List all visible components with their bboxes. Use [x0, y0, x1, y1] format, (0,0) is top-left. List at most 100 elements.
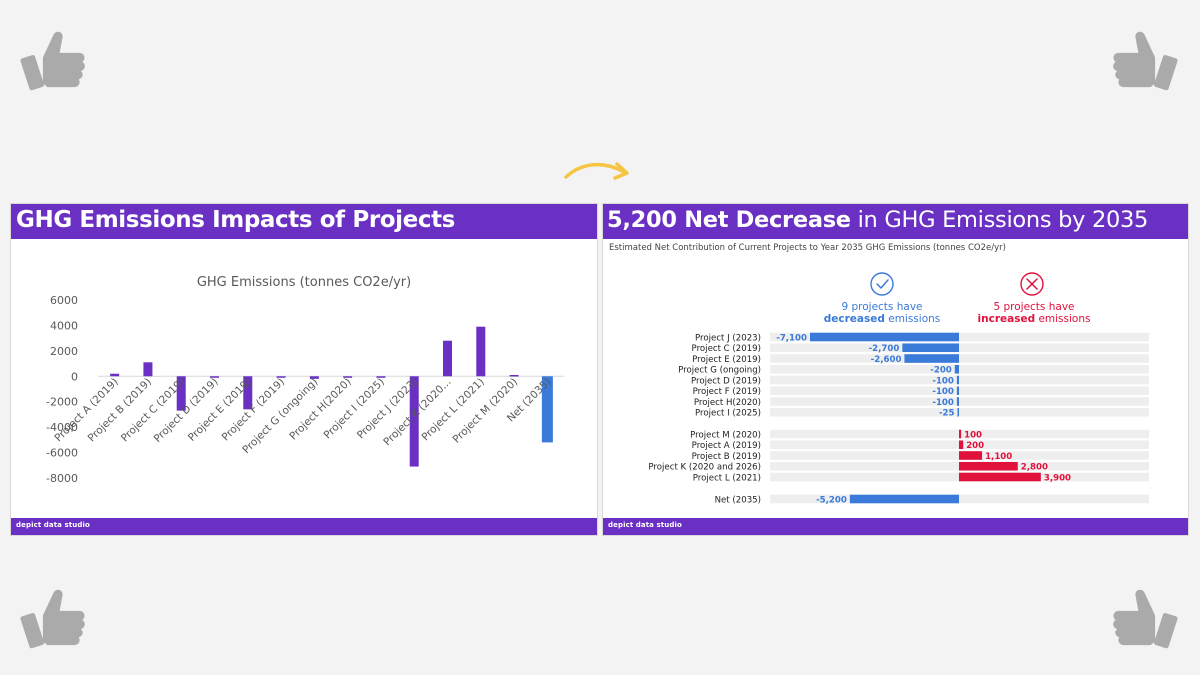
decreased-rest: emissions: [885, 313, 940, 325]
value-label: -100: [932, 398, 954, 408]
thumbs-up-icon: [1108, 582, 1184, 658]
chart-title: GHG Emissions (tonnes CO2e/yr): [197, 275, 411, 290]
chart-bar: [959, 440, 964, 450]
decreased-summary-line2: decreased emissions: [824, 313, 941, 325]
category-label: Project K (2020 and 2026): [648, 463, 761, 473]
right-slide: 5,200 Net Decrease in GHG Emissions by 2…: [602, 203, 1189, 536]
increased-summary-line2: increased emissions: [978, 313, 1091, 325]
value-label: 3,900: [1044, 473, 1071, 483]
chart-bar: [902, 343, 959, 353]
thumbs-up-icon: [1108, 24, 1184, 100]
x-circle-icon: [1020, 272, 1044, 296]
value-label: -100: [932, 376, 954, 386]
chart-bar: [849, 494, 959, 504]
category-label: Project A (2019): [692, 441, 761, 451]
y-tick-label: -4000: [46, 421, 78, 434]
bar-track: [770, 364, 1149, 374]
chart-bar: [443, 340, 452, 377]
bar-track: [770, 397, 1149, 406]
x-tick-label: Project I (2025): [322, 376, 387, 441]
category-label: Project M (2020): [690, 430, 761, 440]
y-tick-label: -6000: [46, 447, 78, 460]
thumbs-up-icon: [14, 24, 90, 100]
value-label: -5,200: [816, 495, 847, 505]
value-label: -100: [932, 387, 954, 397]
value-label: -25: [939, 409, 955, 419]
left-slide: GHG Emissions Impacts of Projects GHG Em…: [10, 203, 598, 536]
category-label: Project F (2019): [693, 387, 761, 397]
chart-bar: [476, 326, 486, 377]
value-label: 100: [964, 430, 982, 440]
chart-bar: [176, 376, 186, 411]
title-highlight: 5,200 Net Decrease: [607, 207, 851, 233]
bar-track: [770, 494, 1149, 504]
y-tick-label: -2000: [46, 396, 78, 409]
slide-header: 5,200 Net Decrease in GHG Emissions by 2…: [603, 204, 1188, 239]
chart-bar: [276, 376, 286, 378]
chart-bar: [309, 376, 319, 379]
bar-track: [770, 386, 1149, 396]
decreased-summary-line1: 9 projects have: [841, 301, 922, 313]
chart-bar: [509, 375, 519, 377]
thumbs-up-icon: [14, 582, 90, 658]
chart-bar: [376, 376, 386, 378]
category-label: Net (2035): [715, 495, 761, 505]
arrow-right-icon: [560, 150, 640, 190]
category-label: Project D (2019): [691, 376, 761, 386]
chart-bar: [956, 397, 959, 406]
slide-title: GHG Emissions Impacts of Projects: [16, 207, 455, 233]
bar-track: [770, 354, 1149, 363]
y-tick-label: 4000: [50, 319, 78, 332]
category-label: Project L (2021): [693, 473, 761, 483]
checkmark-circle-icon: [870, 272, 894, 296]
bar-track: [770, 375, 1149, 385]
bar-track: [770, 343, 1149, 353]
chart-bar: [409, 376, 419, 467]
slide-footer: depict data studio: [11, 518, 597, 535]
value-label: -2,700: [869, 344, 900, 354]
chart-bar: [110, 373, 120, 377]
chart-bar: [541, 376, 553, 443]
chart-bar: [959, 451, 983, 460]
category-label: Project I (2025): [695, 409, 761, 419]
footer-brand: depict data studio: [608, 521, 682, 529]
increased-rest: emissions: [1035, 313, 1090, 325]
chart-bar: [954, 364, 959, 374]
value-label: 200: [966, 441, 984, 451]
chart-bar: [959, 429, 962, 439]
horizontal-bar-chart: 9 projects have decreased emissions 5 pr…: [648, 272, 1149, 505]
chart-bar: [343, 376, 353, 378]
slide-title: 5,200 Net Decrease in GHG Emissions by 2…: [607, 207, 1148, 233]
chart-bar: [210, 376, 219, 378]
bar-track: [770, 332, 1149, 342]
slide-header: GHG Emissions Impacts of Projects: [11, 204, 597, 239]
column-chart: GHG Emissions (tonnes CO2e/yr) 6000 4000 20…: [46, 275, 564, 485]
category-label: Project H(2020): [694, 398, 761, 408]
y-tick-label: 0: [71, 370, 78, 383]
y-tick-label: 2000: [50, 345, 78, 358]
decreased-bold: decreased: [824, 313, 885, 325]
chart-bar: [959, 461, 1018, 471]
y-tick-label: 6000: [50, 294, 78, 307]
chart-bar: [957, 407, 959, 417]
chart-bar: [143, 362, 153, 377]
bar-track: [770, 407, 1149, 417]
category-label: Project C (2019): [692, 344, 761, 354]
title-rest: in GHG Emissions by 2035: [850, 207, 1149, 233]
value-label: -7,100: [776, 333, 807, 343]
value-label: 2,800: [1021, 463, 1048, 473]
chart-bar: [956, 375, 959, 385]
category-label: Project E (2019): [692, 355, 761, 365]
increased-summary-line1: 5 projects have: [993, 301, 1074, 313]
value-label: -2,600: [871, 355, 902, 365]
y-tick-label: -8000: [46, 472, 78, 485]
footer-brand: depict data studio: [16, 521, 90, 529]
slide-footer: depict data studio: [603, 518, 1188, 535]
chart-bar: [959, 472, 1041, 482]
chart-bar: [243, 376, 253, 410]
value-label: 1,100: [985, 452, 1012, 462]
chart-subtitle: Estimated Net Contribution of Current Pr…: [609, 243, 1006, 253]
category-label: Project G (ongoing): [678, 366, 761, 376]
category-label: Project B (2019): [692, 452, 761, 462]
increased-bold: increased: [978, 313, 1036, 325]
